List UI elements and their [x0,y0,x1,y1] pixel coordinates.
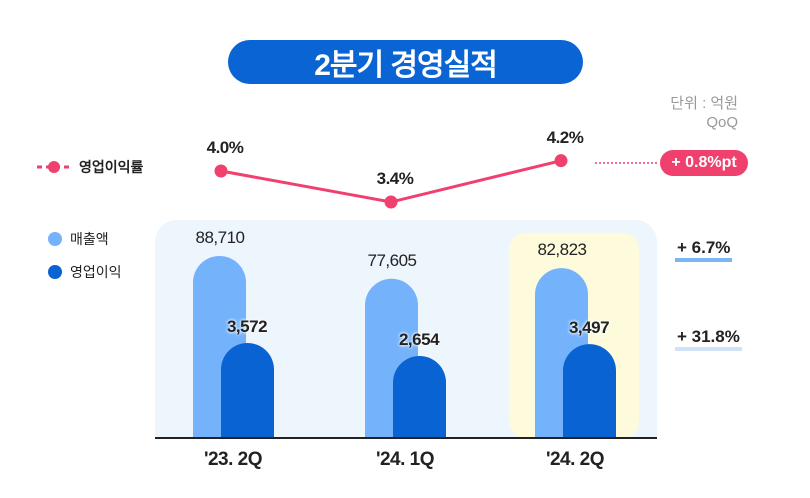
legend-revenue: 매출액 [48,229,109,249]
x-tick-label: '24. 1Q [375,449,435,470]
profit-bar [393,356,446,438]
unit-label: 단위 : 억원 [670,95,738,112]
margin-point [554,154,568,168]
x-tick-label: '24. 2Q [545,449,605,470]
margin-value-label: 4.0% [206,138,244,157]
x-tick-label: '23. 2Q [203,449,263,470]
legend-margin: 영업이익률 [37,157,143,177]
legend-label-margin: 영업이익률 [79,159,144,175]
revenue-change: + 6.7% [675,238,733,262]
profit-value-label: 3,497 [568,318,610,338]
margin-point [214,164,228,178]
margin-value-label: 3.4% [376,169,414,189]
comparison-label: QoQ [706,114,738,131]
profit-bar [221,343,274,438]
profit-value-label: 3,572 [226,317,268,337]
revenue-value-label: 88,710 [195,228,246,247]
legend-dot-icon [48,232,62,246]
legend-label-revenue: 매출액 [70,231,109,247]
line-marker-icon [37,161,71,173]
profit-change: + 31.8% [675,327,742,351]
profit-bar [563,344,616,438]
revenue-value-label: 82,823 [537,240,588,260]
margin-change-badge: + 0.8%pt [660,150,748,176]
margin-value-label: 4.2% [546,127,584,147]
legend-label-profit: 영업이익 [70,264,122,280]
legend-dot-icon [48,265,62,279]
margin-point [384,195,398,209]
profit-value-label: 2,654 [398,330,440,350]
legend-profit: 영업이익 [48,262,122,282]
page-title: 2분기 경영실적 [228,40,583,84]
revenue-value-label: 77,605 [367,250,418,270]
